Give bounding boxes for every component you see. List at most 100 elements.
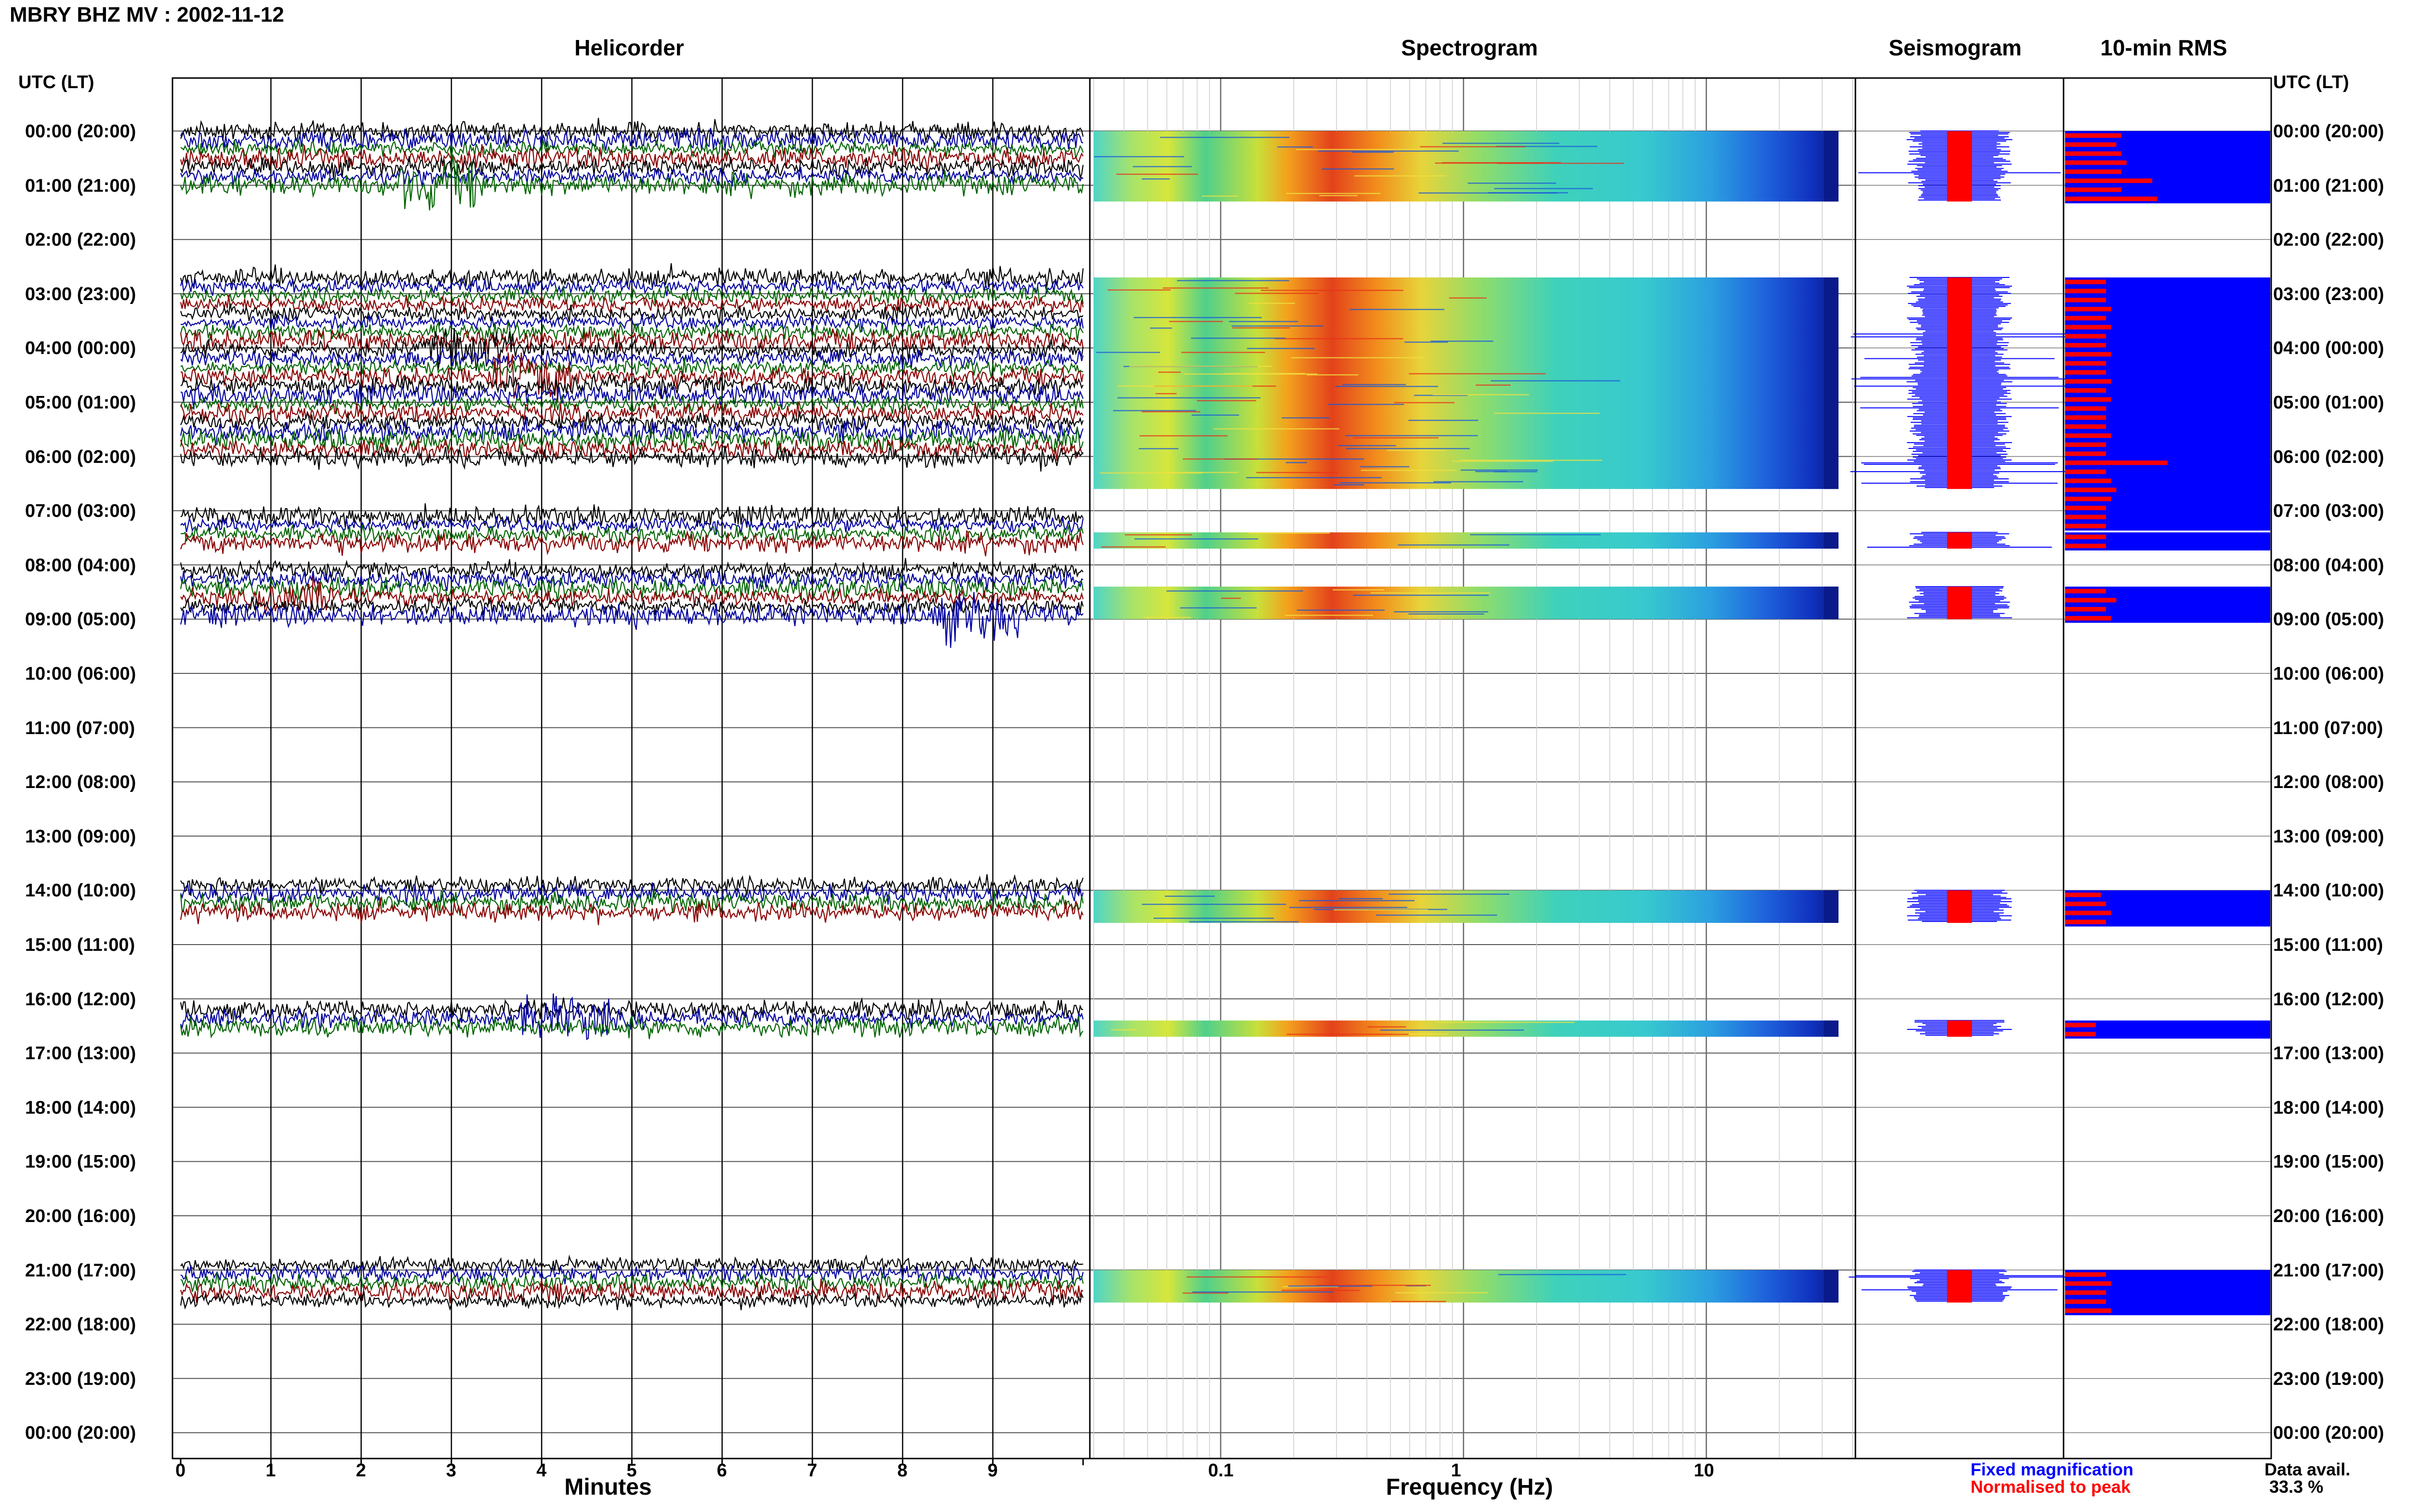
legend-fixed-magnification: Fixed magnification: [1971, 1459, 2134, 1479]
spectrogram-streak: [1376, 914, 1497, 916]
rms-bar: [2065, 442, 2106, 447]
spectrogram-streak: [1286, 193, 1381, 194]
legend-normalised-to-peak: Normalised to peak: [1971, 1477, 2131, 1497]
hour-label-right: 17:00 (13:00): [2273, 1043, 2384, 1064]
hour-label-left: 15:00 (11:00): [25, 935, 135, 955]
minute-tick: 1: [265, 1460, 276, 1481]
spectrogram-streak: [1235, 292, 1319, 294]
spectrogram-streak: [1337, 445, 1396, 447]
rms-bar: [2065, 469, 2106, 474]
hour-label-left: 00:00 (20:00): [25, 121, 136, 142]
spectrogram-band-edge: [1824, 586, 1839, 619]
spectrogram-streak: [1286, 1033, 1409, 1035]
hour-label-right: 09:00 (05:00): [2273, 609, 2384, 630]
helicorder-trace: [180, 263, 1084, 291]
spectrogram-band-edge: [1824, 131, 1839, 202]
spectrogram-streak: [1395, 1292, 1489, 1294]
hour-label-right: 12:00 (08:00): [2273, 772, 2384, 793]
helicorder-trace: [180, 1271, 1084, 1294]
rms-bar: [2065, 1299, 2106, 1304]
spectrogram-streak: [1494, 471, 1537, 473]
spectrogram-streak: [1351, 151, 1394, 153]
spectrogram-panel: [1090, 78, 1855, 1459]
helicorder-trace: [180, 1264, 1084, 1285]
spectrogram-streak: [1404, 342, 1448, 343]
helicorder-title: Helicorder: [574, 35, 684, 60]
helicorder-trace: [180, 347, 1084, 370]
hour-label-left: 04:00 (00:00): [25, 338, 136, 359]
spectrogram-streak: [1141, 178, 1170, 180]
spectrogram-streak: [1177, 280, 1289, 281]
spectrogram-streak: [1296, 149, 1424, 150]
helicorder-panel: [172, 78, 1090, 1459]
panel-frames: [172, 77, 2272, 1465]
hour-label-right: 21:00 (17:00): [2273, 1260, 2384, 1281]
spectrogram-streak: [1387, 449, 1447, 451]
spectrogram-band: [1094, 1270, 1839, 1303]
spectrogram-streak: [1334, 909, 1428, 911]
spectrogram-streak: [1433, 481, 1523, 483]
data-availability-value: 33.3 %: [2269, 1477, 2324, 1497]
spectrogram-streak: [1113, 410, 1196, 411]
spectrogram-streak: [1322, 168, 1394, 170]
figure-title: MBRY BHZ MV : 2002-11-12: [10, 3, 284, 26]
spectrogram-streak: [1353, 594, 1489, 596]
spectrogram-streak: [1158, 371, 1181, 373]
rms-bar: [2065, 316, 2106, 321]
spectrogram-streak: [1307, 374, 1359, 376]
spectrogram-streak: [1213, 428, 1339, 430]
helicorder-trace: [180, 357, 1084, 380]
spectrogram-streak: [1134, 538, 1258, 540]
minute-tick: 2: [356, 1460, 366, 1481]
spectrogram-streak: [1285, 462, 1307, 463]
spectrogram-streak: [1346, 448, 1470, 449]
helicorder-trace: [180, 897, 1084, 925]
spectrogram-streak: [1391, 1301, 1446, 1302]
minute-tick: 9: [987, 1460, 998, 1481]
rms-bar: [2065, 1290, 2106, 1295]
hour-label-left: 06:00 (02:00): [25, 447, 136, 467]
rms-bar: [2065, 478, 2111, 483]
spectrogram-streak: [1370, 592, 1490, 594]
spectrogram-streak: [1166, 590, 1303, 592]
helicorder-trace: [180, 592, 1084, 648]
helicorder-trace: [180, 167, 1084, 187]
seismogram-normalised-trace: [1947, 1020, 1972, 1037]
spectrogram-streak: [1352, 437, 1439, 439]
spectrogram-streak: [1231, 325, 1324, 327]
spectrogram-streak: [1141, 904, 1286, 905]
rms-bar: [2065, 406, 2106, 411]
rms-bar: [2065, 451, 2106, 456]
spectrogram-streak: [1139, 435, 1228, 437]
spectrogram-streak: [1169, 321, 1223, 322]
spectrogram-streak: [1496, 145, 1598, 147]
spectrogram-streak: [1394, 402, 1455, 404]
panel-frame: [2063, 77, 2272, 1459]
helicorder-trace: [180, 118, 1084, 145]
rms-bar: [2065, 370, 2106, 375]
spectrogram-streak: [1393, 1033, 1449, 1035]
hour-label-left: 20:00 (16:00): [25, 1206, 136, 1226]
spectrogram-streak: [1117, 385, 1253, 387]
spectrogram-streak: [1281, 1289, 1360, 1291]
helicorder-trace: [180, 127, 1084, 152]
helicorder-trace: [180, 156, 1084, 180]
rms-bar: [2065, 598, 2117, 603]
spectrogram-streak: [1246, 477, 1382, 478]
spectrogram-band-edge: [1824, 532, 1839, 549]
spectrogram-streak: [1183, 458, 1258, 460]
hour-label-right: 05:00 (01:00): [2273, 393, 2384, 413]
spectrogram-band: [1094, 131, 1839, 202]
spectrogram-streak: [1420, 146, 1526, 147]
seismogram-normalised-trace: [1947, 131, 1972, 202]
rms-bar: [2065, 616, 2111, 621]
spectrogram-streak: [1099, 472, 1203, 474]
spectrogram-streak: [1460, 469, 1538, 471]
rms-bar: [2065, 534, 2106, 539]
helicorder-trace: [180, 276, 1084, 296]
helicorder-trace: [180, 1290, 1084, 1311]
minute-tick: 4: [536, 1460, 547, 1481]
helicorder-trace: [180, 568, 1084, 592]
spectrogram-band-edge: [1824, 1020, 1839, 1037]
rms-bar: [2065, 289, 2106, 293]
